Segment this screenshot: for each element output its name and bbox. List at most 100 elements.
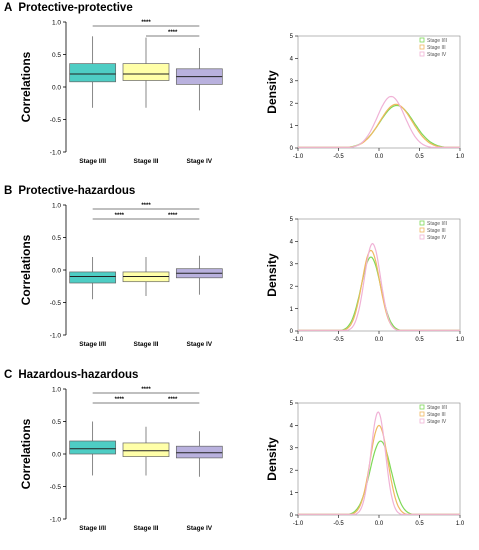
density-series-line <box>298 440 460 515</box>
box-body <box>69 440 117 455</box>
legend-swatch <box>419 411 425 417</box>
significance-label: **** <box>115 213 125 219</box>
density-series-line <box>298 103 460 148</box>
x-tick-label: Stage IV <box>187 341 213 348</box>
x-tick-label: 1.0 <box>456 154 465 160</box>
box-body <box>122 442 170 457</box>
x-tick-label: Stage I/II <box>79 341 106 348</box>
y-axis-title: Density <box>265 253 279 297</box>
panel-letter: C <box>4 369 13 381</box>
legend-swatch <box>419 37 425 43</box>
box-body <box>122 63 170 81</box>
x-tick-label: -1.0 <box>293 521 304 527</box>
panel-title: C Hazardous-hazardous <box>4 369 138 381</box>
density-series-line <box>298 242 460 331</box>
density-chart: -1.0 -0.5 0.0 0.5 1.0 0 1 2 3 4 5 Density Stage I/II… <box>265 34 465 160</box>
y-tick-label: 0.0 <box>52 268 61 275</box>
x-tick-label: -1.0 <box>293 337 304 343</box>
legend-label: Stage IV <box>427 235 447 241</box>
density-chart: -1.0 -0.5 0.0 0.5 1.0 0 1 2 3 4 5 Density Stage I/II… <box>265 401 465 527</box>
x-tick-label: 1.0 <box>456 521 465 527</box>
significance-label: **** <box>168 397 178 403</box>
x-tick-label: 0.5 <box>415 521 424 527</box>
y-tick-label: 1.0 <box>52 20 61 27</box>
y-tick-label: 1.0 <box>52 387 61 394</box>
y-tick-label: 3 <box>290 79 294 85</box>
x-tick-label: Stage I/II <box>79 525 106 532</box>
x-tick-label: Stage III <box>134 341 159 348</box>
y-tick-label: 1 <box>290 124 294 130</box>
panel-letter: A <box>4 2 13 14</box>
boxplot-chart: -1.0 -0.5 0.0 0.5 1.0 Correlations Stage I/II S… <box>19 203 223 348</box>
y-axis-title: Correlations <box>19 51 33 122</box>
panel-a: A Protective-protective -1.0 -0.5 0.0 0.5 1.0… <box>0 0 479 183</box>
y-tick-label: 5 <box>290 217 294 223</box>
y-tick-label: -1.0 <box>50 333 62 340</box>
y-tick-label: 3 <box>290 262 294 268</box>
panel-title: A Protective-protective <box>4 2 133 14</box>
legend-label: Stage III <box>427 228 446 234</box>
y-tick-label: 4 <box>290 57 294 63</box>
y-tick-label: 3 <box>290 446 294 452</box>
y-tick-label: 5 <box>290 401 294 407</box>
panel-c: C Hazardous-hazardous -1.0 -0.5 0.0 0.5 1.0 Co… <box>0 367 479 550</box>
y-tick-label: 1 <box>290 491 294 497</box>
y-axis-title: Density <box>265 437 279 481</box>
legend-label: Stage I/II <box>427 405 447 411</box>
x-tick-label: 0.0 <box>375 521 384 527</box>
y-axis-title: Correlations <box>19 418 33 489</box>
significance-label: **** <box>141 20 151 26</box>
x-tick-label: Stage III <box>134 525 159 532</box>
y-tick-label: 1.0 <box>52 203 61 210</box>
box-body <box>69 271 117 284</box>
y-tick-label: 4 <box>290 424 294 430</box>
y-axis-title: Correlations <box>19 234 33 305</box>
y-tick-label: 0 <box>290 146 294 152</box>
legend-swatch <box>419 44 425 50</box>
y-tick-label: 0.0 <box>52 85 61 92</box>
y-tick-label: 2 <box>290 284 294 290</box>
legend-label: Stage IV <box>427 52 447 58</box>
x-tick-label: 1.0 <box>456 337 465 343</box>
x-tick-label: -0.5 <box>333 154 344 160</box>
x-tick-label: Stage IV <box>187 525 213 532</box>
legend-swatch <box>419 51 425 57</box>
boxplot-chart: -1.0 -0.5 0.0 0.5 1.0 Correlations Stage I/II S… <box>19 20 223 165</box>
density-chart: -1.0 -0.5 0.0 0.5 1.0 0 1 2 3 4 5 Density Stage I/II… <box>265 217 465 343</box>
y-tick-label: 0 <box>290 329 294 335</box>
x-tick-label: Stage IV <box>187 158 213 165</box>
legend-swatch <box>419 227 425 233</box>
y-tick-label: 5 <box>290 34 294 40</box>
x-tick-label: 0.5 <box>415 154 424 160</box>
x-tick-label: Stage I/II <box>79 158 106 165</box>
panel-letter: B <box>4 185 13 197</box>
y-axis-title: Density <box>265 70 279 114</box>
density-series-line <box>298 424 460 515</box>
density-series-line <box>298 411 460 515</box>
y-tick-label: -0.5 <box>50 300 62 307</box>
x-tick-label: -0.5 <box>333 337 344 343</box>
y-tick-label: -0.5 <box>50 484 62 491</box>
panel-title-text: Hazardous-hazardous <box>18 369 139 381</box>
x-tick-label: -0.5 <box>333 521 344 527</box>
panel-b: B Protective-hazardous -1.0 -0.5 0.0 0.5 1.0 C… <box>0 183 479 366</box>
significance-label: **** <box>141 203 151 209</box>
x-tick-label: -1.0 <box>293 154 304 160</box>
y-tick-label: 2 <box>290 468 294 474</box>
legend-swatch <box>419 418 425 424</box>
y-tick-label: 0.5 <box>52 419 61 426</box>
y-tick-label: 0 <box>290 513 294 519</box>
y-tick-label: 0.0 <box>52 452 61 459</box>
x-tick-label: 0.0 <box>375 337 384 343</box>
x-tick-label: 0.5 <box>415 337 424 343</box>
y-tick-label: -0.5 <box>50 117 62 124</box>
y-tick-label: 1 <box>290 307 294 313</box>
legend-swatch <box>419 404 425 410</box>
legend-label: Stage I/II <box>427 38 447 44</box>
legend-swatch <box>419 234 425 240</box>
box-body <box>69 63 117 83</box>
y-tick-label: -1.0 <box>50 517 62 524</box>
x-tick-label: 0.0 <box>375 154 384 160</box>
y-tick-label: 0.5 <box>52 52 61 59</box>
significance-label: **** <box>168 213 178 219</box>
